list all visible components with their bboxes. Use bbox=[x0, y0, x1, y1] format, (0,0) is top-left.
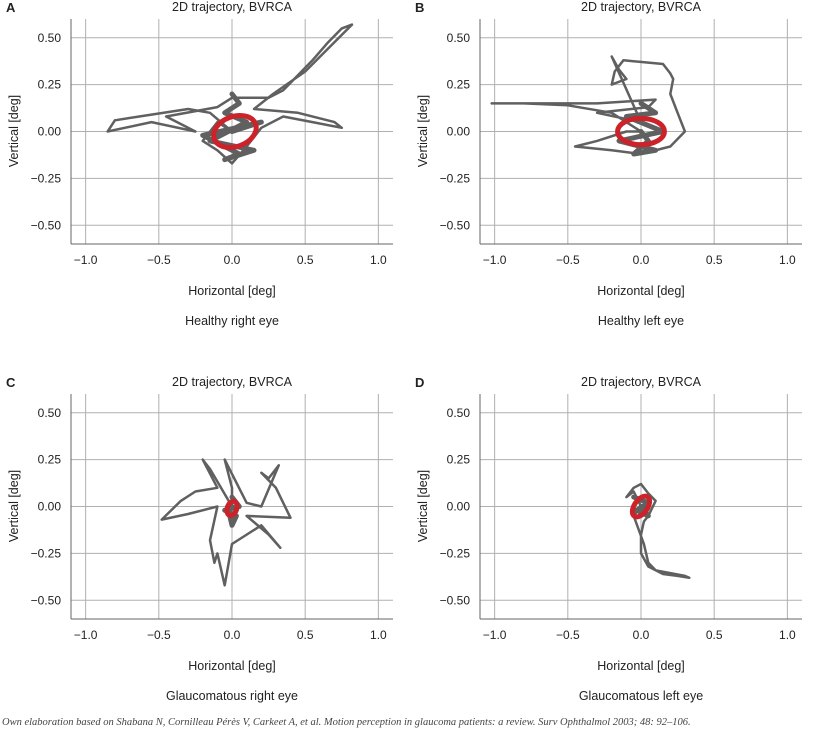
x-tick-label: 1.0 bbox=[779, 628, 796, 642]
x-tick-label: 1.0 bbox=[370, 628, 387, 642]
y-axis-label: Vertical [deg] bbox=[7, 94, 21, 167]
x-axis-label: Horizontal [deg] bbox=[188, 659, 276, 673]
bvrca-ellipse bbox=[629, 493, 653, 520]
y-tick-label: −0.50 bbox=[31, 593, 62, 607]
chart-title: 2D trajectory, BVRCA bbox=[172, 375, 292, 389]
x-tick-label: −1.0 bbox=[483, 253, 507, 267]
x-tick-label: −1.0 bbox=[483, 628, 507, 642]
x-tick-label: 0.5 bbox=[706, 253, 723, 267]
x-tick-label: 1.0 bbox=[779, 253, 796, 267]
x-axis-label: Horizontal [deg] bbox=[597, 284, 685, 298]
chart-b: −1.0 −0.5 0.0 0.5 1.0 0.50 0.25 0.00 −0.25 −0.50 bbox=[440, 19, 802, 267]
x-tick-label: −0.5 bbox=[556, 253, 580, 267]
y-tick-label: 0.50 bbox=[447, 31, 471, 45]
panel-c: −1.0 −0.5 0.0 0.5 1.0 0.50 0.25 0.00 −0.25 −0.50 C… bbox=[0, 375, 409, 735]
y-tick-label: 0.50 bbox=[38, 406, 62, 420]
y-tick-label: 0.00 bbox=[447, 125, 471, 139]
panel-caption: Healthy right eye bbox=[185, 314, 279, 328]
x-tick-label: 0.0 bbox=[633, 628, 650, 642]
y-tick-label: 0.00 bbox=[38, 500, 62, 514]
chart-title: 2D trajectory, BVRCA bbox=[581, 375, 701, 389]
source-footnote: Own elaboration based on Shabana N, Corn… bbox=[2, 717, 691, 728]
y-tick-label: 0.00 bbox=[38, 125, 62, 139]
y-tick-label: −0.25 bbox=[31, 546, 62, 560]
panel-letter: B bbox=[415, 0, 425, 15]
bvrca-ellipse bbox=[615, 115, 667, 148]
panel-caption: Healthy left eye bbox=[597, 314, 685, 328]
x-tick-label: −0.5 bbox=[147, 253, 171, 267]
y-tick-label: −0.50 bbox=[440, 218, 471, 232]
y-tick-label: −0.25 bbox=[31, 171, 62, 185]
panel-caption: Glaucomatous left eye bbox=[578, 689, 704, 703]
chart-title: 2D trajectory, BVRCA bbox=[172, 0, 292, 14]
y-tick-label: 0.25 bbox=[38, 453, 62, 467]
chart-d: −1.0 −0.5 0.0 0.5 1.0 0.50 0.25 0.00 −0.25 −0.50 bbox=[440, 394, 802, 642]
x-tick-label: 1.0 bbox=[370, 253, 387, 267]
chart-a: −1.0 −0.5 0.0 0.5 1.0 0.50 0.25 0.00 −0.25 −0.50 bbox=[31, 19, 393, 267]
y-axis-label: Vertical [deg] bbox=[416, 94, 430, 167]
x-tick-label: 0.5 bbox=[297, 628, 314, 642]
y-tick-label: −0.25 bbox=[440, 546, 471, 560]
chart-title: 2D trajectory, BVRCA bbox=[581, 0, 701, 14]
x-tick-label: 0.5 bbox=[297, 253, 314, 267]
x-axis-label: Horizontal [deg] bbox=[597, 659, 685, 673]
x-tick-label: −1.0 bbox=[74, 253, 98, 267]
trajectory-path bbox=[200, 91, 264, 163]
x-tick-label: 0.0 bbox=[633, 253, 650, 267]
bvrca-ellipse bbox=[211, 113, 259, 150]
x-tick-label: 0.0 bbox=[224, 253, 241, 267]
trajectory-path bbox=[625, 482, 691, 580]
panel-letter: A bbox=[6, 0, 16, 15]
panel-b: −1.0 −0.5 0.0 0.5 1.0 0.50 0.25 0.00 −0.25 −0.50 B… bbox=[409, 0, 818, 360]
x-tick-label: 0.0 bbox=[224, 628, 241, 642]
panel-caption: Glaucomatous right eye bbox=[165, 689, 298, 703]
panel-letter: D bbox=[415, 375, 425, 390]
trajectory-path bbox=[160, 458, 292, 587]
x-tick-label: −0.5 bbox=[147, 628, 171, 642]
y-tick-label: −0.50 bbox=[31, 218, 62, 232]
chart-c: −1.0 −0.5 0.0 0.5 1.0 0.50 0.25 0.00 −0.25 −0.50 bbox=[31, 394, 393, 642]
y-tick-label: 0.50 bbox=[38, 31, 62, 45]
y-tick-label: −0.25 bbox=[440, 171, 471, 185]
y-tick-label: 0.50 bbox=[447, 406, 471, 420]
y-tick-label: 0.25 bbox=[447, 78, 471, 92]
x-tick-label: −0.5 bbox=[556, 628, 580, 642]
panel-letter: C bbox=[6, 375, 16, 390]
y-tick-label: 0.25 bbox=[38, 78, 62, 92]
x-axis-label: Horizontal [deg] bbox=[188, 284, 276, 298]
y-tick-label: 0.00 bbox=[447, 500, 471, 514]
x-tick-label: −1.0 bbox=[74, 628, 98, 642]
y-tick-label: 0.25 bbox=[447, 453, 471, 467]
x-tick-label: 0.5 bbox=[706, 628, 723, 642]
y-axis-label: Vertical [deg] bbox=[7, 469, 21, 542]
y-axis-label: Vertical [deg] bbox=[416, 469, 430, 542]
panel-a: −1.0 −0.5 0.0 0.5 1.0 0.50 0.25 0.00 −0.25 −0.50 A… bbox=[0, 0, 409, 360]
bvrca-ellipse bbox=[224, 498, 240, 518]
y-tick-label: −0.50 bbox=[440, 593, 471, 607]
panel-d: −1.0 −0.5 0.0 0.5 1.0 0.50 0.25 0.00 −0.25 −0.50 D… bbox=[409, 375, 818, 735]
